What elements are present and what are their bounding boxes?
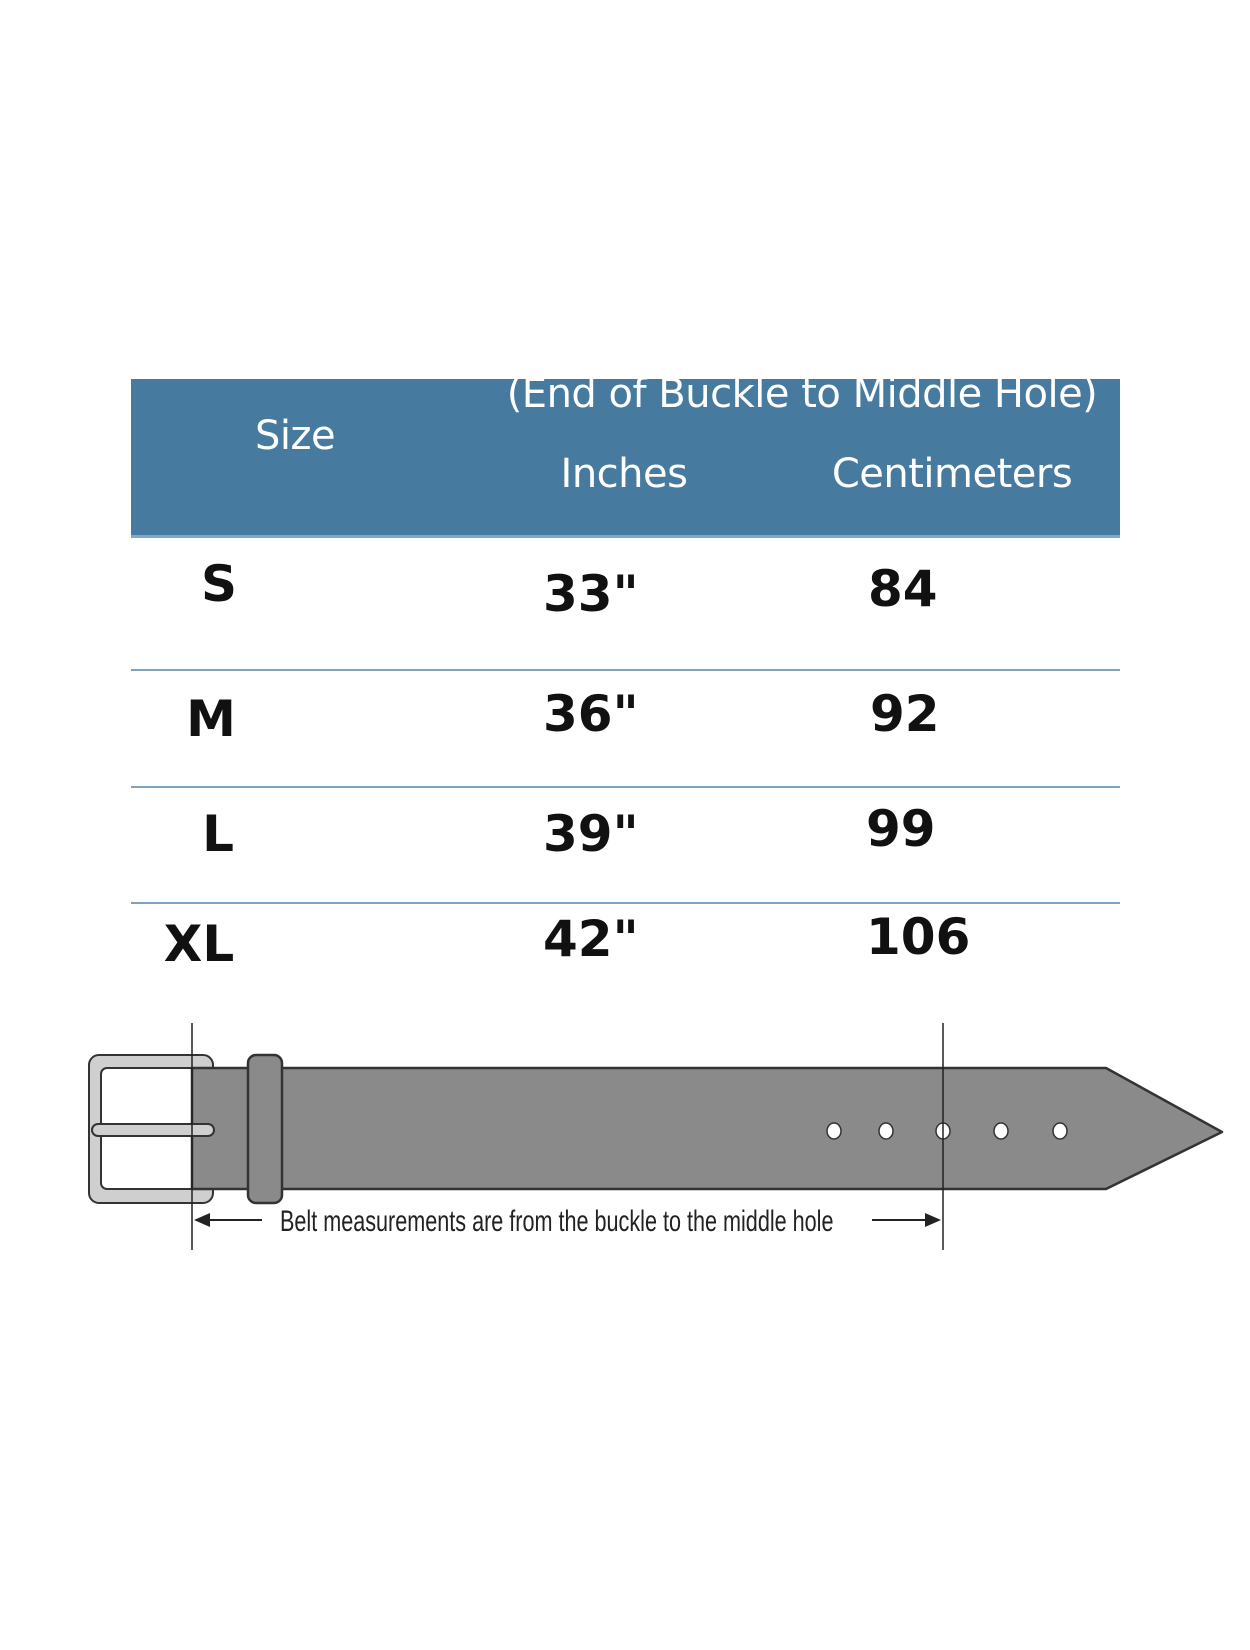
size-cell: L <box>202 805 234 863</box>
inches-header: Inches <box>560 451 688 497</box>
measurement-subtitle: (End of Buckle to Middle Hole) <box>506 371 1098 417</box>
size-cell: XL <box>163 915 235 973</box>
table-header: Size (End of Buckle to Middle Hole) Inch… <box>131 371 1120 538</box>
row-divider <box>131 902 1120 904</box>
cm-cell: 99 <box>866 800 936 858</box>
size-cell: M <box>186 690 236 748</box>
row-divider <box>131 786 1120 788</box>
inches-cell: 36" <box>543 685 639 743</box>
belt-strap <box>190 1066 1224 1191</box>
centimeters-header: Centimeters <box>831 451 1073 497</box>
belt-loop <box>246 1053 284 1205</box>
inches-cell: 39" <box>543 805 639 863</box>
row-divider <box>131 669 1120 671</box>
cm-cell: 84 <box>868 560 938 618</box>
inches-cell: 42" <box>543 910 639 968</box>
cm-cell: 106 <box>866 908 971 966</box>
size-header: Size <box>254 413 336 459</box>
belt-holes <box>826 1122 1068 1140</box>
cm-cell: 92 <box>870 685 940 743</box>
arrow-right-icon <box>872 1213 941 1227</box>
buckle-prong <box>91 1123 215 1137</box>
arrow-left-icon <box>194 1213 262 1227</box>
size-cell: S <box>200 555 238 613</box>
inches-cell: 33" <box>543 565 639 623</box>
measurement-caption: Belt measurements are from the buckle to… <box>280 1205 834 1238</box>
